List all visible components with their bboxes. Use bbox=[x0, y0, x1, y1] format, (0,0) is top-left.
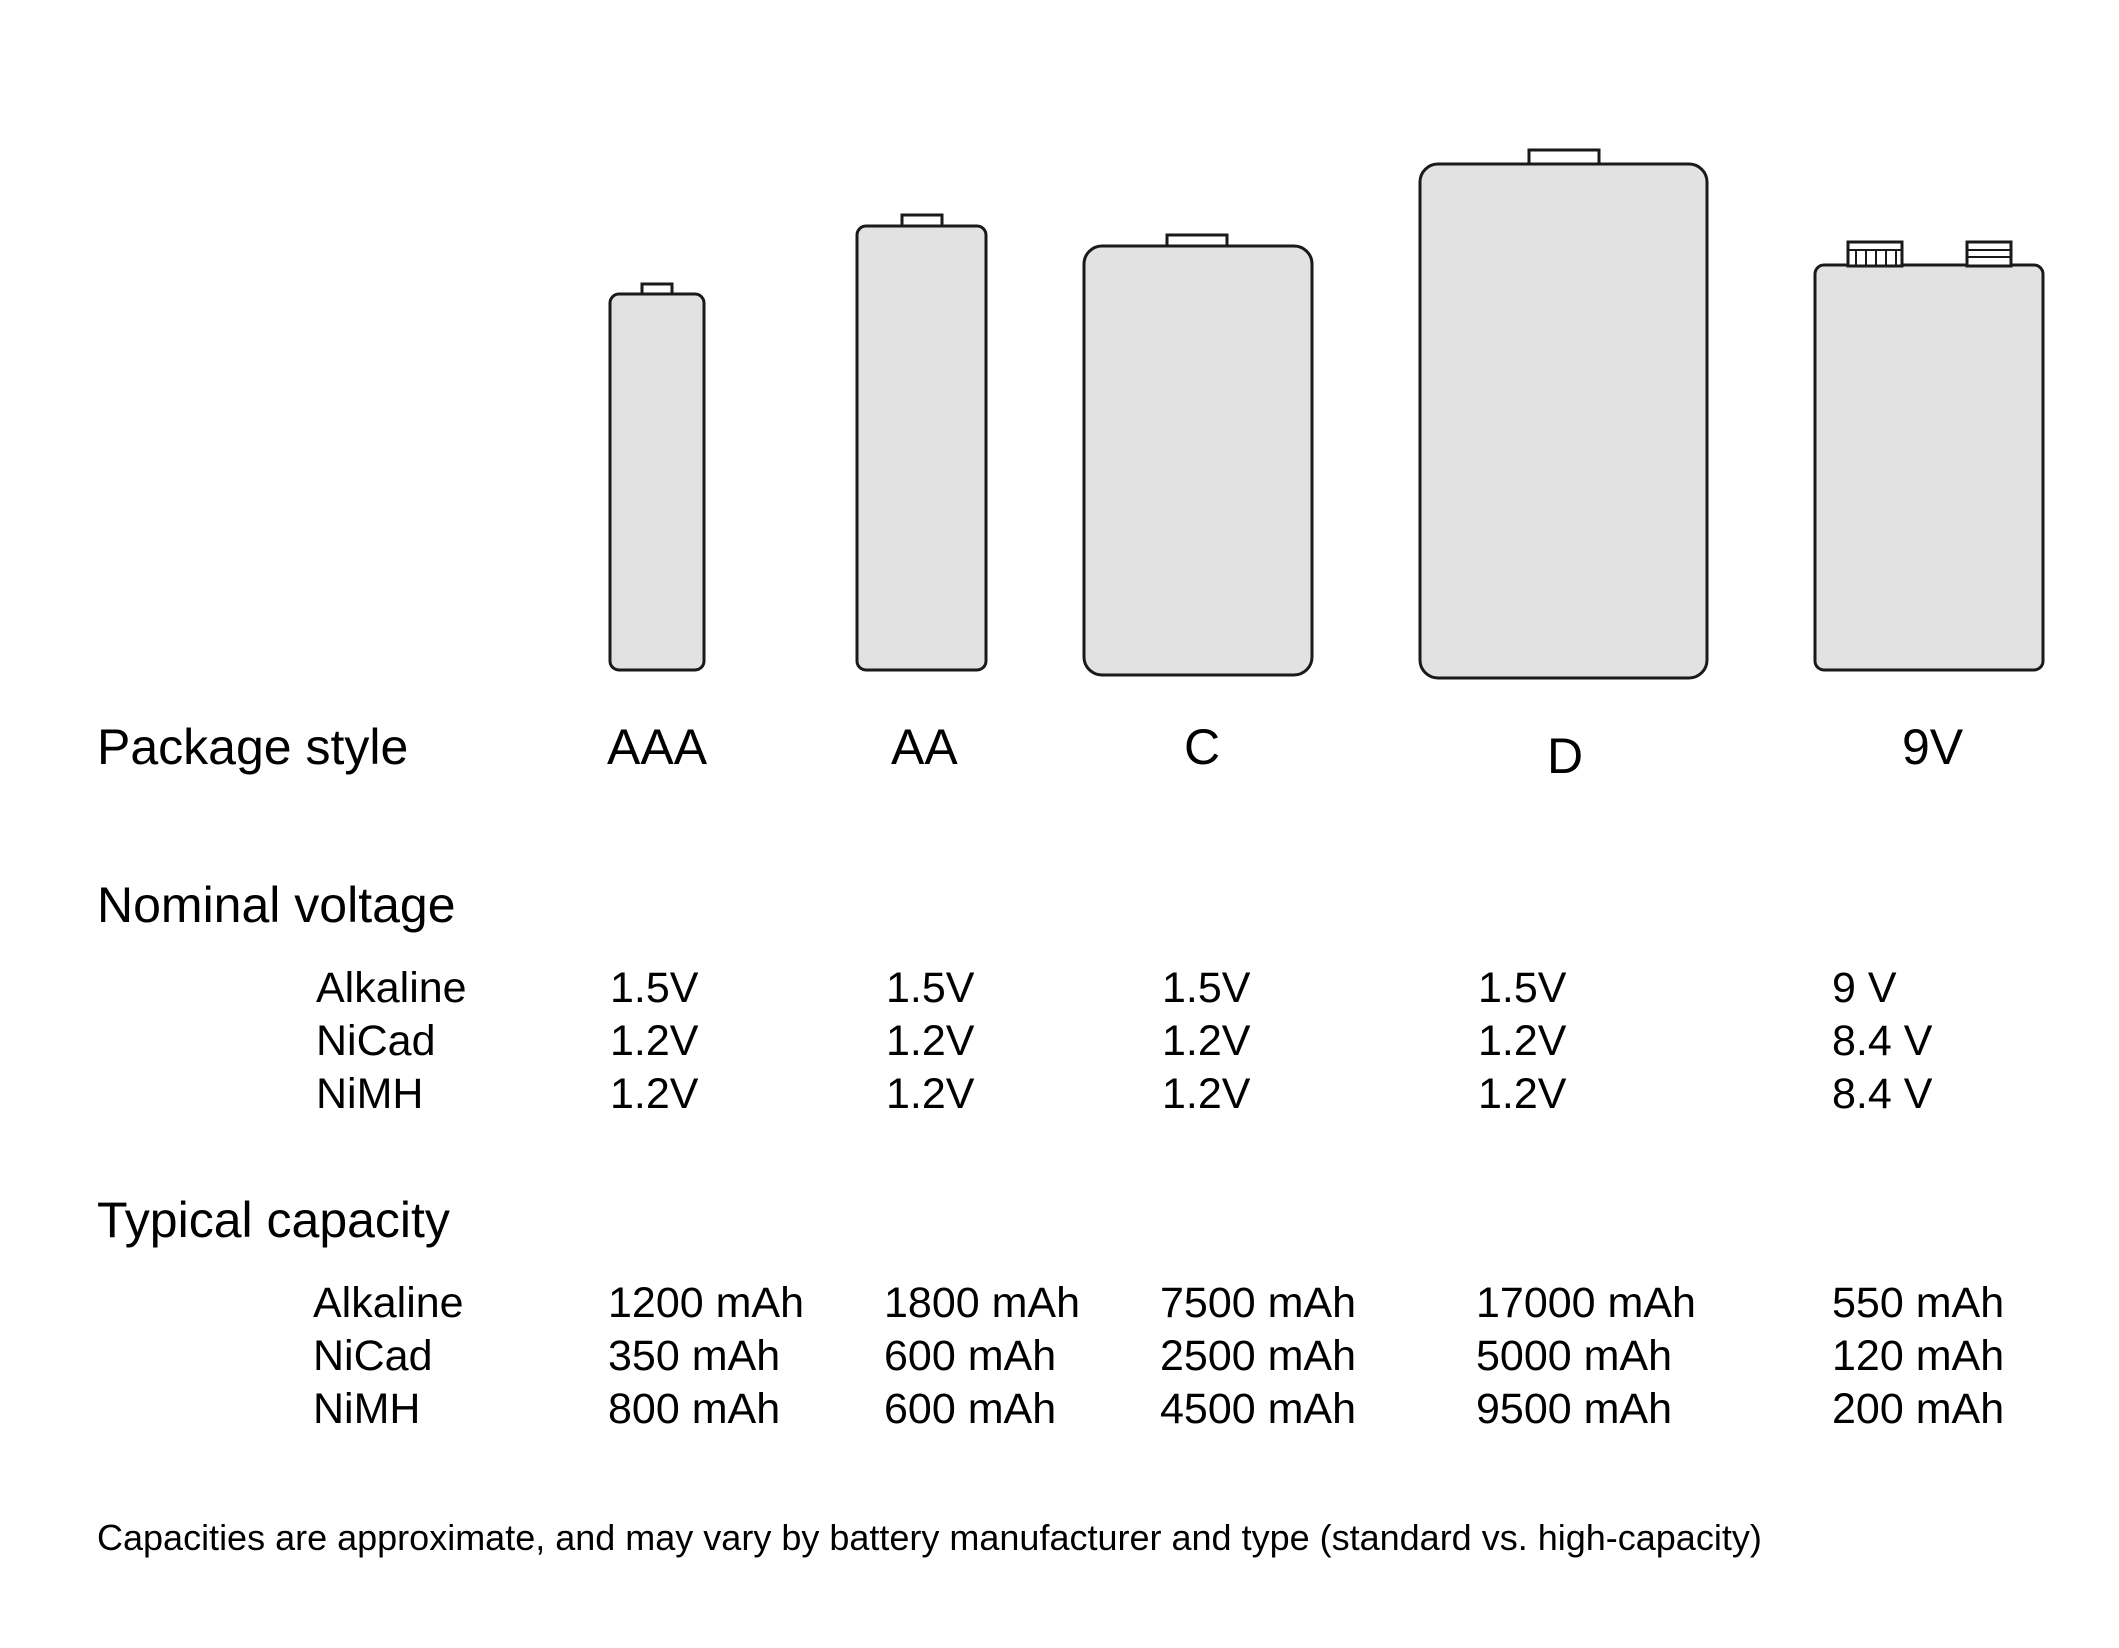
voltage-9v-alkaline: 9 V bbox=[1832, 964, 1897, 1012]
capacity-aaa-nimh: 800 mAh bbox=[608, 1385, 781, 1433]
capacity-d-nicad: 5000 mAh bbox=[1476, 1332, 1673, 1380]
capacity-d-alkaline: 17000 mAh bbox=[1476, 1279, 1696, 1327]
c-battery-icon bbox=[1082, 233, 1314, 677]
package-label-d: D bbox=[1547, 728, 1584, 784]
package-label-aaa: AAA bbox=[607, 719, 708, 775]
voltage-aa-alkaline: 1.5V bbox=[886, 964, 975, 1012]
capacity-aaa-alkaline: 1200 mAh bbox=[608, 1279, 805, 1327]
package-style-heading: Package style bbox=[97, 719, 409, 775]
voltage-aaa-nimh: 1.2V bbox=[610, 1070, 699, 1118]
package-label-c: C bbox=[1184, 719, 1221, 775]
voltage-chem-nicad: NiCad bbox=[316, 1017, 436, 1065]
capacity-9v-nicad: 120 mAh bbox=[1832, 1332, 2005, 1380]
9v-battery-icon bbox=[1813, 240, 2045, 672]
capacity-aa-nimh: 600 mAh bbox=[884, 1385, 1057, 1433]
voltage-c-alkaline: 1.5V bbox=[1162, 964, 1251, 1012]
capacity-9v-nimh: 200 mAh bbox=[1832, 1385, 2005, 1433]
footnote: Capacities are approximate, and may vary… bbox=[97, 1517, 1762, 1558]
voltage-c-nicad: 1.2V bbox=[1162, 1017, 1251, 1065]
nominal-voltage-heading: Nominal voltage bbox=[97, 877, 456, 933]
capacity-chem-alkaline: Alkaline bbox=[313, 1279, 464, 1327]
voltage-d-nimh: 1.2V bbox=[1478, 1070, 1567, 1118]
voltage-9v-nimh: 8.4 V bbox=[1832, 1070, 1933, 1118]
capacity-d-nimh: 9500 mAh bbox=[1476, 1385, 1673, 1433]
package-label-9v: 9V bbox=[1902, 719, 1964, 775]
voltage-c-nimh: 1.2V bbox=[1162, 1070, 1251, 1118]
package-label-aa: AA bbox=[891, 719, 958, 775]
voltage-chem-alkaline: Alkaline bbox=[316, 964, 467, 1012]
voltage-d-nicad: 1.2V bbox=[1478, 1017, 1567, 1065]
capacity-c-nimh: 4500 mAh bbox=[1160, 1385, 1357, 1433]
capacity-chem-nicad: NiCad bbox=[313, 1332, 433, 1380]
capacity-c-nicad: 2500 mAh bbox=[1160, 1332, 1357, 1380]
typical-capacity-heading: Typical capacity bbox=[97, 1192, 450, 1248]
voltage-aaa-alkaline: 1.5V bbox=[610, 964, 699, 1012]
voltage-chem-nimh: NiMH bbox=[316, 1070, 424, 1118]
aa-battery-icon bbox=[855, 213, 988, 672]
voltage-9v-nicad: 8.4 V bbox=[1832, 1017, 1933, 1065]
capacity-aa-alkaline: 1800 mAh bbox=[884, 1279, 1081, 1327]
capacity-chem-nimh: NiMH bbox=[313, 1385, 421, 1433]
capacity-9v-alkaline: 550 mAh bbox=[1832, 1279, 2005, 1327]
capacity-c-alkaline: 7500 mAh bbox=[1160, 1279, 1357, 1327]
voltage-aa-nimh: 1.2V bbox=[886, 1070, 975, 1118]
voltage-aa-nicad: 1.2V bbox=[886, 1017, 975, 1065]
voltage-aaa-nicad: 1.2V bbox=[610, 1017, 699, 1065]
voltage-d-alkaline: 1.5V bbox=[1478, 964, 1567, 1012]
d-battery-icon bbox=[1418, 148, 1709, 680]
capacity-aa-nicad: 600 mAh bbox=[884, 1332, 1057, 1380]
aaa-battery-icon bbox=[608, 282, 706, 672]
capacity-aaa-nicad: 350 mAh bbox=[608, 1332, 781, 1380]
